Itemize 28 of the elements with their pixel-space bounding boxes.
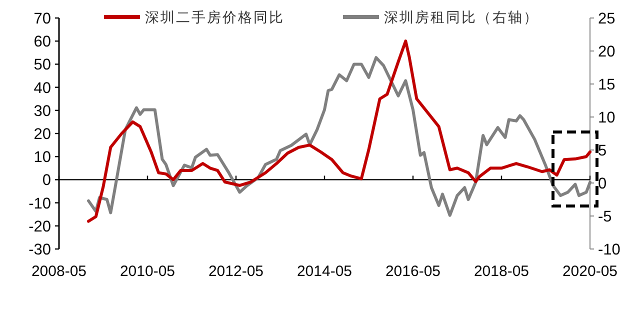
legend-label: 深圳房租同比（右轴） [384,9,539,25]
y-tick-label: -20 [28,218,52,236]
y-tick-label: 50 [34,56,52,74]
y2-tick-label: -5 [598,208,612,226]
y-tick-label: 0 [42,172,52,190]
x-tick-label: 2008-05 [31,263,87,280]
y2-tick-label: 20 [598,44,616,60]
x-tick-label: 2010-05 [120,263,176,280]
y2-tick-label: 15 [598,76,616,94]
y-tick-label: 30 [34,102,52,120]
x-tick-label: 2012-05 [208,263,264,280]
legend-label: 深圳二手房价格同比 [145,9,284,25]
y-tick-label: 10 [34,149,52,166]
x-tick-label: 2016-05 [385,263,441,280]
x-tick-label: 2020-05 [562,263,618,280]
y-tick-label: 60 [34,34,52,51]
y-tick-label: -10 [28,195,52,212]
x-tick-label: 2014-05 [296,263,352,280]
x-tick-label: 2018-05 [474,263,530,280]
y-tick-label: 40 [34,80,52,97]
y2-tick-label: 10 [598,110,616,126]
y-tick-label: -30 [28,242,52,258]
y2-tick-label: 25 [598,10,616,28]
y2-tick-label: -10 [598,242,621,258]
y-tick-label: 70 [34,10,52,28]
y2-tick-label: 5 [598,142,607,160]
y-tick-label: 20 [34,126,52,143]
y2-tick-label: 0 [598,176,607,192]
